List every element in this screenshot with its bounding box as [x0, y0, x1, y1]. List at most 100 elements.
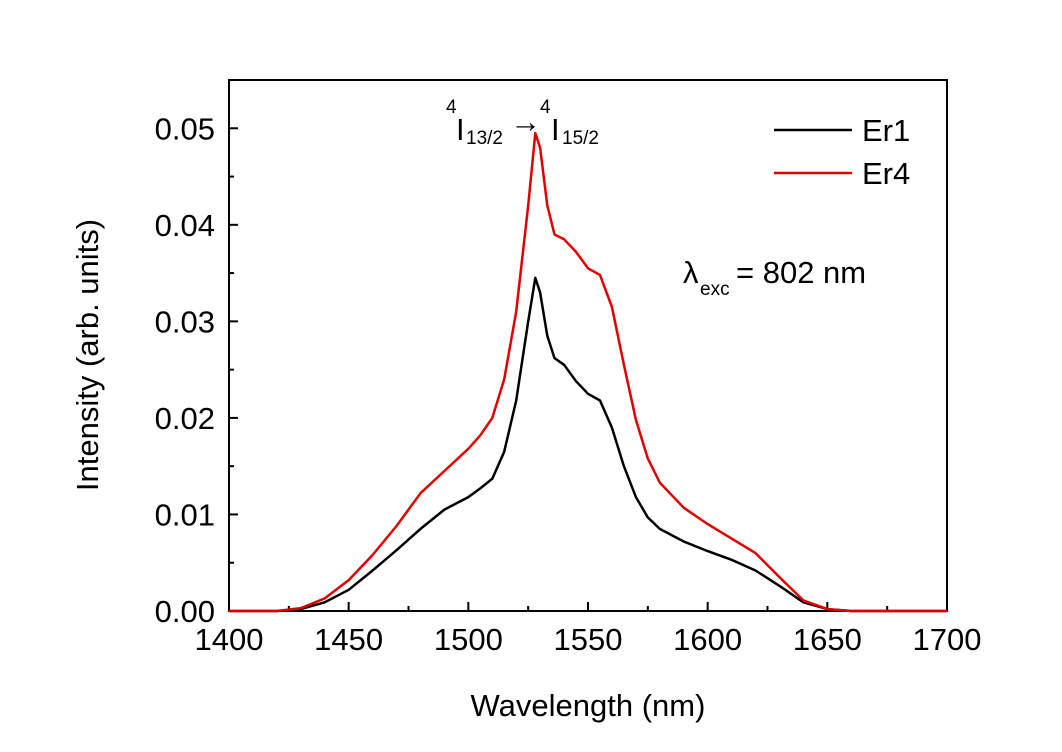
data-point-er4	[946, 610, 948, 612]
data-point-er1	[546, 335, 548, 337]
data-point-er4	[563, 238, 565, 240]
data-point-er4	[850, 610, 852, 612]
legend-label-er1: Er1	[862, 113, 910, 148]
data-point-er4	[443, 470, 445, 472]
x-tick-label: 1700	[913, 622, 982, 657]
data-point-er1	[778, 585, 781, 587]
data-point-er4	[324, 597, 326, 600]
data-point-er1	[575, 380, 577, 382]
data-point-er1	[611, 427, 613, 429]
transition-base-2: I	[551, 112, 560, 147]
y-tick-label: 0.01	[155, 497, 215, 532]
legend: Er1 Er4	[774, 113, 910, 191]
lambda-subscript: exc	[700, 279, 730, 300]
y-tick-label: 0.02	[155, 401, 215, 436]
data-point-er4	[659, 482, 661, 484]
data-point-er1	[623, 465, 625, 467]
y-tick-label: 0.05	[155, 111, 215, 146]
data-point-er1	[419, 528, 422, 530]
data-point-er4	[419, 492, 422, 494]
series-line-er1	[229, 276, 947, 613]
data-point-er4	[587, 267, 589, 269]
x-tick-label: 1650	[793, 622, 862, 657]
data-point-er4	[491, 417, 493, 419]
data-point-er1	[587, 393, 589, 395]
data-point-er4	[635, 419, 637, 421]
data-point-er4	[539, 147, 541, 149]
data-point-er1	[659, 528, 661, 530]
y-axis-title: Intensity (arb. units)	[70, 219, 105, 491]
data-point-er1	[754, 569, 757, 572]
data-point-er4	[276, 610, 278, 612]
data-point-er1	[467, 496, 469, 498]
x-tick-label: 1550	[554, 622, 623, 657]
data-point-er4	[300, 607, 302, 609]
data-point-er4	[479, 434, 481, 436]
data-point-er4	[623, 364, 625, 366]
data-point-er4	[874, 610, 876, 612]
plot-frame	[228, 79, 948, 612]
data-point-er4	[348, 579, 350, 581]
data-point-er4	[611, 306, 613, 308]
data-point-er4	[802, 599, 805, 602]
transition-sup-1: 4	[446, 97, 457, 118]
transition-sub-1: 13/2	[466, 128, 503, 149]
data-point-er1	[479, 487, 481, 489]
data-point-er4	[546, 204, 548, 207]
data-point-er1	[324, 601, 326, 603]
x-axis-title: Wavelength (nm)	[471, 688, 706, 723]
series-line-er4	[229, 131, 947, 613]
data-point-er1	[443, 509, 445, 511]
data-point-er4	[647, 457, 649, 460]
x-tick-label: 1600	[673, 622, 742, 657]
data-point-er4	[553, 233, 556, 236]
data-point-er1	[731, 559, 733, 561]
transition-sub-2: 15/2	[562, 128, 599, 149]
data-point-er4	[707, 523, 709, 525]
data-point-er1	[534, 277, 536, 279]
data-point-er4	[683, 507, 685, 509]
legend-label-er4: Er4	[862, 156, 910, 191]
data-point-er4	[467, 448, 469, 450]
data-point-er1	[491, 478, 493, 480]
data-point-er1	[563, 364, 565, 366]
data-point-er4	[527, 204, 529, 207]
data-point-er4	[599, 274, 601, 276]
data-point-er4	[534, 132, 536, 134]
lambda-symbol: λ	[683, 255, 699, 290]
data-point-er4	[826, 608, 828, 610]
data-point-er1	[707, 550, 709, 552]
data-point-er1	[553, 357, 556, 359]
x-tick-label: 1400	[195, 622, 264, 657]
transition-arrow: →	[510, 104, 541, 139]
y-tick-label: 0.04	[155, 208, 215, 243]
data-point-er1	[802, 601, 805, 603]
transition-base-1: I	[456, 112, 465, 147]
excitation-annotation: λ exc = 802 nm	[683, 255, 866, 300]
y-tick-label: 0.03	[155, 304, 215, 339]
data-point-er4	[731, 538, 733, 540]
data-point-er4	[395, 525, 398, 527]
data-point-er1	[599, 399, 601, 402]
data-point-er4	[515, 311, 517, 313]
data-point-er1	[348, 589, 350, 591]
x-tick-label: 1500	[434, 622, 503, 657]
excitation-value: = 802 nm	[736, 255, 866, 290]
data-point-er1	[503, 451, 505, 453]
data-point-er1	[647, 516, 649, 519]
data-point-er1	[372, 569, 374, 572]
data-point-er4	[228, 610, 230, 612]
data-point-er4	[372, 554, 374, 556]
data-point-er4	[754, 552, 757, 554]
data-point-er4	[778, 576, 781, 578]
data-point-er4	[575, 251, 577, 253]
data-point-er1	[539, 291, 541, 293]
data-point-er1	[683, 540, 685, 543]
data-point-er1	[527, 320, 529, 322]
transition-annotation: 4 I 13/2 → 4 I 15/2	[446, 97, 599, 149]
data-point-er4	[503, 378, 505, 380]
y-tick-label: 0.00	[155, 594, 215, 629]
data-point-er1	[635, 496, 637, 498]
data-point-er1	[395, 549, 398, 551]
